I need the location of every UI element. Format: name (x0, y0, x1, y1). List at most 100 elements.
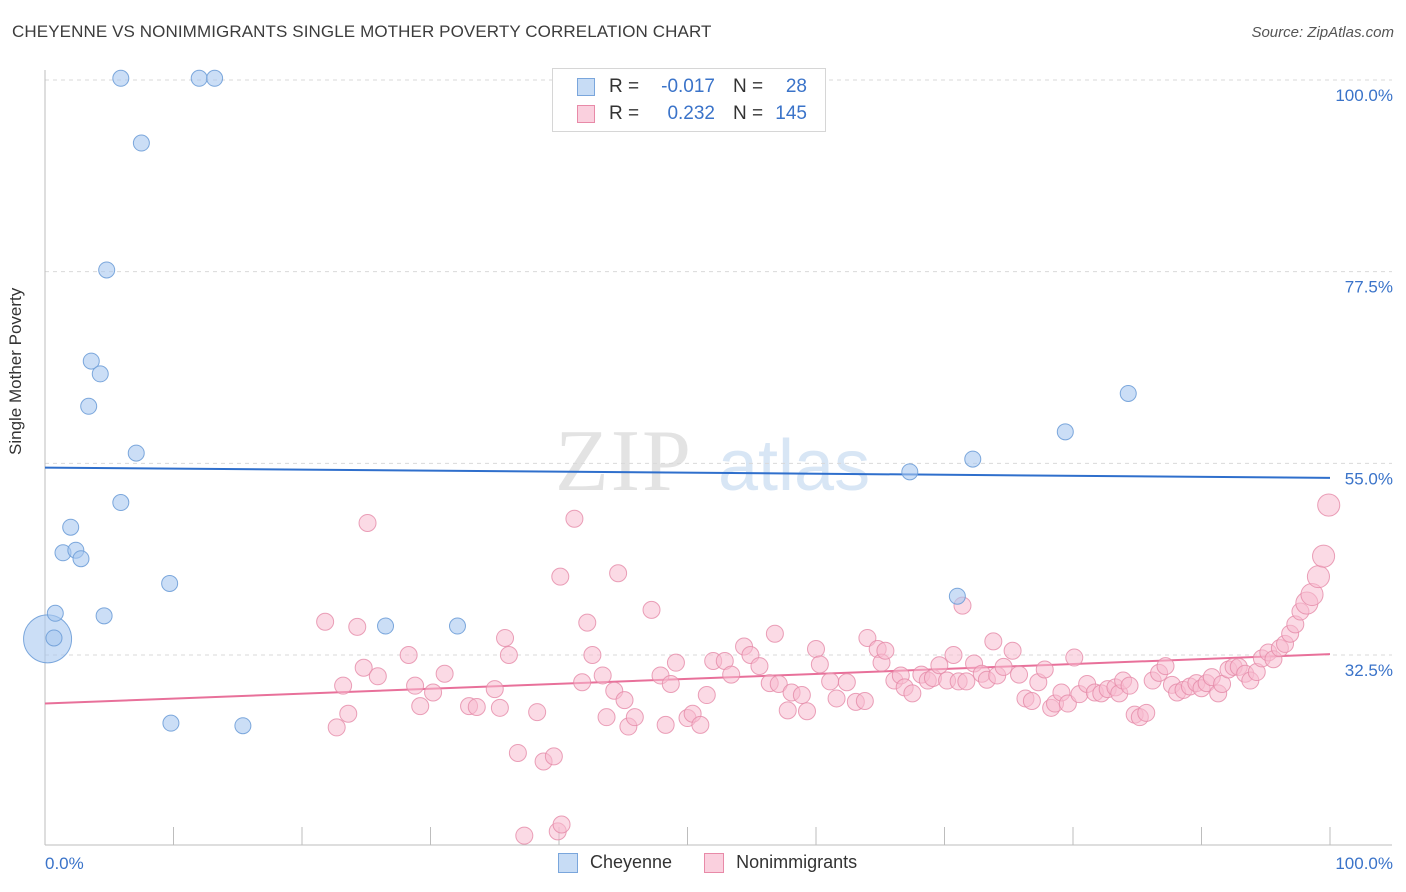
stats-legend: R = -0.017 N = 28 R = 0.232 N = 145 (552, 68, 826, 132)
nonimmigrants-point (435, 664, 454, 683)
cheyenne-point (112, 69, 130, 87)
nonimmigrants-point (348, 617, 367, 636)
nonimmigrants-point (1317, 493, 1341, 517)
y-tick-label: 100.0% (1335, 86, 1393, 105)
source-label: Source: ZipAtlas.com (1251, 24, 1394, 41)
nonimmigrants-point (691, 715, 710, 734)
legend-swatch-blue (577, 78, 595, 96)
nonimmigrants-point (1306, 565, 1330, 589)
nonimmigrants-point (1120, 676, 1139, 695)
nonimmigrants-point (930, 656, 949, 675)
cheyenne-point (45, 629, 63, 647)
nonimmigrants-point (810, 655, 829, 674)
cheyenne-point (46, 604, 64, 622)
nonimmigrants-point (821, 672, 840, 691)
nonimmigrants-point (1065, 648, 1084, 667)
nonimmigrants-point (855, 692, 874, 710)
cheyenne-point (948, 587, 966, 605)
cheyenne-point (91, 365, 109, 383)
cheyenne-point (206, 69, 224, 87)
nonimmigrants-point (957, 672, 976, 691)
legend-r-value: 0.232 (667, 103, 715, 124)
nonimmigrants-point (765, 624, 784, 643)
nonimmigrants-point (327, 718, 346, 737)
cheyenne-point (132, 134, 150, 152)
cheyenne-point (1056, 423, 1074, 441)
nonimmigrants-point (615, 691, 634, 710)
nonimmigrants-point (339, 704, 358, 723)
legend-swatch-blue (558, 852, 578, 873)
nonimmigrants-point (496, 628, 515, 647)
nonimmigrants-point (778, 701, 797, 720)
legend-label-cheyenne: Cheyenne (590, 852, 673, 872)
nonimmigrants-point (609, 564, 628, 583)
nonimmigrants-point (528, 703, 547, 722)
nonimmigrants-point (597, 708, 616, 727)
nonimmigrants-point (552, 815, 571, 834)
legend-swatch-pink (577, 105, 595, 123)
cheyenne-point (190, 69, 208, 87)
nonimmigrants-point (334, 676, 353, 695)
nonimmigrants-point (508, 743, 527, 762)
nonimmigrants-point (837, 673, 856, 692)
nonimmigrants-point (593, 666, 612, 685)
nonimmigrants-point (490, 698, 509, 717)
cheyenne-point (82, 352, 100, 370)
nonimmigrants-point (994, 657, 1013, 676)
nonimmigrants-point (798, 702, 817, 721)
nonimmigrants-point (316, 612, 335, 631)
nonimmigrants-point (858, 628, 877, 647)
legend-r-label: R = (609, 76, 640, 97)
watermark: ZIP atlas (555, 413, 870, 510)
legend-n-label: N = (733, 103, 764, 124)
cheyenne-point (112, 494, 130, 512)
nonimmigrants-point (769, 674, 788, 693)
legend-n-label: N = (733, 76, 764, 97)
nonimmigrants-point (1010, 665, 1029, 684)
nonimmigrants-point (625, 708, 644, 727)
series-legend: Cheyenne Nonimmigrants (558, 852, 889, 873)
nonimmigrants-point (358, 513, 377, 532)
nonimmigrants-point (499, 646, 518, 664)
nonimmigrants-point (722, 665, 741, 684)
cheyenne-point (127, 444, 145, 462)
legend-swatch-pink (704, 852, 725, 873)
y-tick-label: 55.0% (1345, 469, 1393, 488)
nonimmigrants-point (984, 632, 1003, 651)
nonimmigrants-point (661, 674, 680, 693)
nonimmigrants-point (642, 600, 661, 619)
cheyenne-point (72, 550, 90, 568)
legend-item-cheyenne[interactable]: Cheyenne (558, 852, 672, 873)
cheyenne-point (62, 518, 80, 536)
nonimmigrants-point (467, 697, 486, 716)
x-tick-label: 100.0% (1335, 854, 1393, 873)
y-tick-label: 32.5% (1345, 661, 1393, 680)
cheyenne-point (98, 261, 116, 279)
trendline-nonimmigrants (44, 653, 1331, 705)
cheyenne-point (161, 574, 179, 592)
nonimmigrants-point (807, 640, 825, 659)
legend-r-value: -0.017 (661, 76, 715, 97)
nonimmigrants-point (406, 676, 425, 695)
nonimmigrants-point (656, 715, 675, 734)
watermark-zip: ZIP (555, 413, 693, 510)
nonimmigrants-point (573, 673, 592, 692)
nonimmigrants-point (827, 689, 846, 708)
cheyenne-point (234, 717, 252, 735)
legend-row-cheyenne: R = -0.017 N = 28 (577, 74, 807, 100)
legend-n-value: 28 (785, 76, 807, 97)
chart-title: CHEYENNE VS NONIMMIGRANTS SINGLE MOTHER … (12, 22, 712, 41)
nonimmigrants-point (1035, 660, 1054, 679)
nonimmigrants-point (578, 613, 597, 632)
nonimmigrants-point (583, 646, 602, 664)
nonimmigrants-point (424, 683, 443, 702)
y-tick-label: 77.5% (1345, 278, 1393, 297)
nonimmigrants-point (903, 684, 922, 703)
nonimmigrants-point (1022, 692, 1041, 710)
cheyenne-point (448, 617, 466, 635)
cheyenne-point (901, 463, 919, 481)
y-axis-label: Single Mother Poverty (6, 287, 25, 455)
nonimmigrants-point (1312, 544, 1336, 568)
legend-item-nonimmigrants[interactable]: Nonimmigrants (704, 852, 857, 873)
